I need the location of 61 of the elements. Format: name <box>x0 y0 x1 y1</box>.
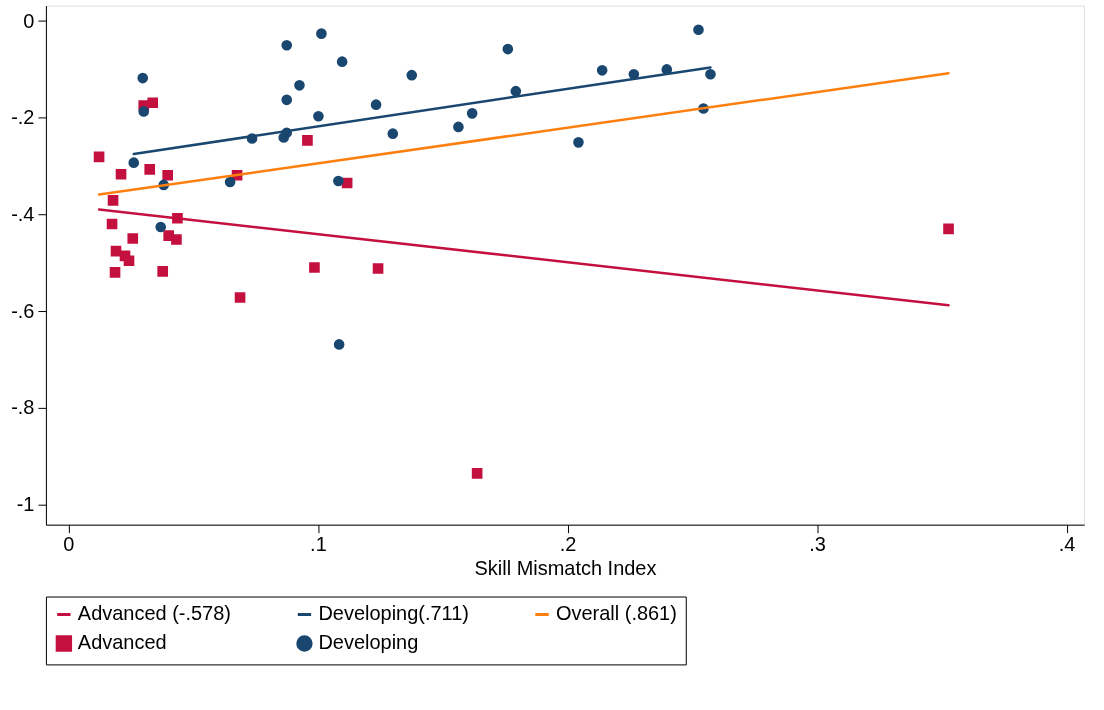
point <box>336 56 348 67</box>
point <box>281 39 293 51</box>
point <box>466 108 478 119</box>
point <box>224 176 236 188</box>
x-tick-label: .2 <box>559 533 577 556</box>
point <box>313 110 324 122</box>
point <box>93 151 105 163</box>
point <box>573 137 584 148</box>
y-tick-label: -.4 <box>11 202 35 225</box>
point <box>123 255 135 267</box>
y-tick-label: -.2 <box>11 106 35 129</box>
point <box>106 218 118 230</box>
point <box>333 175 344 187</box>
point <box>705 68 716 80</box>
point <box>387 128 399 139</box>
point <box>107 195 119 206</box>
legend-label: Developing <box>318 631 419 654</box>
point <box>372 263 384 274</box>
point <box>302 135 313 146</box>
point <box>628 68 640 80</box>
point <box>510 85 522 97</box>
legend-label: Advanced (-.578) <box>77 602 231 625</box>
point <box>294 80 305 91</box>
point <box>281 94 293 106</box>
y-tick-label: -.6 <box>11 299 35 322</box>
point <box>115 168 127 180</box>
point <box>316 28 327 39</box>
point <box>333 339 345 350</box>
point <box>278 132 290 143</box>
legend-label: Overall (.861) <box>555 602 677 625</box>
point <box>171 234 182 245</box>
legend-label: Advanced <box>77 631 167 654</box>
point <box>138 106 150 117</box>
x-tick-label: .1 <box>310 533 327 556</box>
point <box>109 267 121 278</box>
point <box>127 233 139 244</box>
point <box>162 169 174 181</box>
point <box>157 266 169 277</box>
point <box>471 468 483 479</box>
point <box>137 72 149 84</box>
y-tick-label: -.8 <box>11 396 35 419</box>
x-tick-label: .4 <box>1058 533 1076 556</box>
point <box>502 43 514 55</box>
point <box>370 99 382 110</box>
point <box>596 65 608 76</box>
point <box>693 24 704 36</box>
point <box>453 121 464 133</box>
point <box>406 69 418 81</box>
point <box>144 164 156 175</box>
point <box>128 157 140 168</box>
point <box>155 221 167 233</box>
point <box>309 262 320 273</box>
point <box>234 292 246 303</box>
x-tick-label: .3 <box>809 533 826 556</box>
legend-label: Developing(.711) <box>318 602 469 625</box>
point <box>943 223 954 235</box>
x-axis-title: Skill Mismatch Index <box>474 557 657 580</box>
point <box>147 97 159 109</box>
x-tick-label: 0 <box>63 533 75 556</box>
y-tick-label: -1 <box>16 492 35 515</box>
y-tick-label: 0 <box>23 9 35 32</box>
